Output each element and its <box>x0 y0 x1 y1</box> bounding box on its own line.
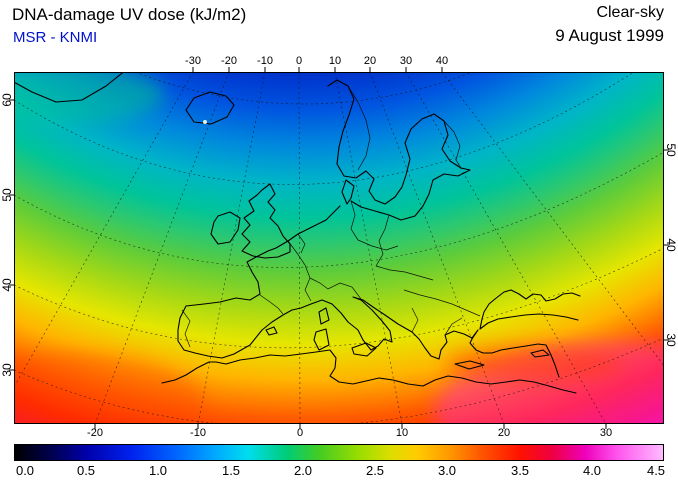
map-field-group <box>14 72 664 424</box>
top-axis-label: 30 <box>399 55 413 67</box>
bottom-axis-label: -20 <box>87 427 103 439</box>
page-title: DNA-damage UV dose (kJ/m2) <box>12 5 247 24</box>
bottom-axis-label: 20 <box>497 427 511 439</box>
axis-ticks <box>9 67 669 429</box>
top-axis-label: 0 <box>295 55 303 67</box>
bottom-axis-label: 0 <box>296 427 304 439</box>
hot-region-west-africa <box>14 352 204 424</box>
left-axis-label: 40 <box>0 278 14 292</box>
top-axis-label: -30 <box>185 55 201 67</box>
bottom-axis-label: 30 <box>599 427 613 439</box>
top-axis-label: 20 <box>363 55 377 67</box>
map-panel <box>9 67 669 429</box>
colorbar-label: 4.5 <box>646 463 666 478</box>
hot-band-south-turkey <box>444 346 624 382</box>
bottom-axis-label: -10 <box>190 427 206 439</box>
white-dot-marker <box>203 120 207 124</box>
condition-label: Clear-sky <box>596 4 664 21</box>
top-axis-label: 40 <box>435 55 449 67</box>
right-axis-label: 50 <box>664 143 678 157</box>
colorbar-label: 1.5 <box>221 463 241 478</box>
greenland-coast-tint <box>14 72 164 124</box>
top-axis-label: -20 <box>221 55 237 67</box>
top-axis-label: 10 <box>328 55 342 67</box>
right-axis-label: 30 <box>664 333 678 347</box>
top-axis-label: -10 <box>257 55 273 67</box>
colorbar-label: 0.0 <box>15 463 35 478</box>
left-axis-label: 30 <box>0 363 14 377</box>
colorbar-label: 3.5 <box>510 463 530 478</box>
left-axis-label: 50 <box>0 188 14 202</box>
date-label: 9 August 1999 <box>555 26 664 45</box>
country-borders <box>181 85 481 348</box>
source-label: MSR - KNMI <box>13 29 98 46</box>
colorbar-label: 0.5 <box>76 463 96 478</box>
uv-map <box>9 67 669 429</box>
colorbar-label: 4.0 <box>582 463 602 478</box>
map-frame <box>14 72 664 424</box>
colorbar-label: 2.0 <box>293 463 313 478</box>
graticule-grid <box>14 72 664 424</box>
bottom-axis-label: 10 <box>395 427 409 439</box>
colorbar-label: 2.5 <box>365 463 385 478</box>
left-axis-label: 60 <box>0 93 14 107</box>
right-axis-label: 40 <box>664 238 678 252</box>
colorbar-label: 3.0 <box>437 463 457 478</box>
coastlines <box>14 72 581 394</box>
colorbar-label: 1.0 <box>148 463 168 478</box>
colorbar <box>14 444 664 461</box>
